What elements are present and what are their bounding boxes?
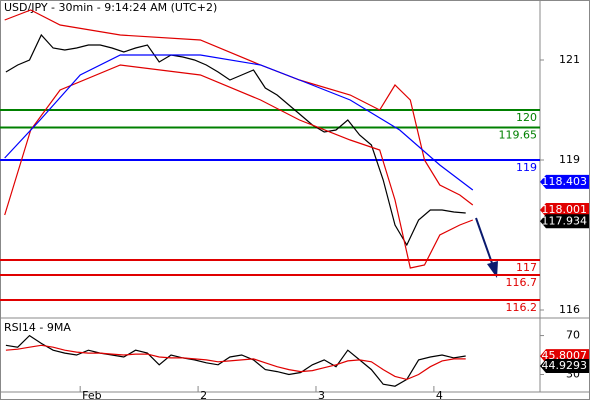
rsi-title: RSI14 - 9MA (4, 321, 71, 334)
price-tag (540, 202, 589, 217)
y-tick-label: 121 (559, 53, 580, 66)
level-label: 120 (516, 111, 537, 124)
price-tag-label: 118.403 (542, 175, 588, 188)
x-tick-label: 2 (200, 389, 207, 400)
chart-title: USD/JPY - 30min - 9:14:24 AM (UTC+2) (4, 1, 217, 14)
level-label: 119.65 (499, 129, 538, 142)
arrow-head (487, 261, 498, 278)
x-tick-label: Feb (82, 389, 101, 400)
series-line (4, 64, 474, 269)
price-tag-label: 44.9293 (542, 359, 588, 372)
level-label: 116.2 (506, 301, 538, 314)
series-line (4, 54, 474, 191)
level-label: 119 (516, 161, 537, 174)
price-tag (540, 358, 589, 373)
x-tick-label: 3 (318, 389, 325, 400)
series-line (4, 9, 474, 206)
price-tag-label: 117.934 (542, 214, 588, 227)
level-label: 117 (516, 261, 537, 274)
price-tag-label: 118.001 (542, 203, 588, 216)
price-tag-label: 45.8007 (542, 349, 588, 362)
forecast-arrow (475, 217, 494, 267)
level-label: 116.7 (506, 276, 538, 289)
price-tag (540, 214, 589, 229)
y-tick-label: 119 (559, 153, 580, 166)
price-tag (540, 174, 589, 189)
series-line (5, 344, 466, 381)
x-tick-label: 4 (436, 389, 443, 400)
y-tick-label: 116 (559, 303, 580, 316)
series-line (5, 33, 466, 247)
y-tick-label: 70 (566, 329, 580, 342)
